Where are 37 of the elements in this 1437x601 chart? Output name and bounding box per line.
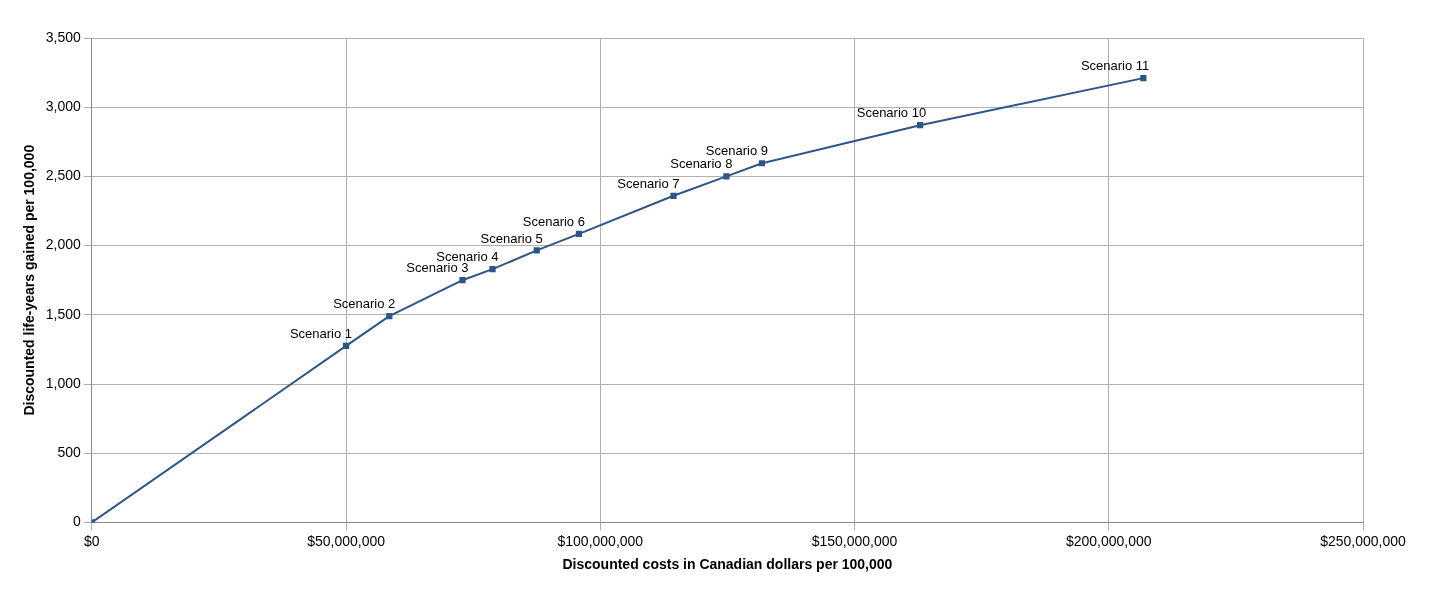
y-tick-label: 3,500 xyxy=(45,28,82,45)
y-tick-label: 1,500 xyxy=(45,305,82,322)
point xyxy=(489,266,496,273)
point xyxy=(723,173,730,180)
y-tick-label: 2,000 xyxy=(45,236,82,253)
annotation: Scenario 3 xyxy=(406,260,469,276)
annotation: Scenario 8 xyxy=(670,156,733,172)
y-tick-label: 1,000 xyxy=(45,374,82,391)
annotation: Scenario 5 xyxy=(480,230,543,246)
annotation: Scenario 10 xyxy=(856,105,927,121)
annotation: Scenario 11 xyxy=(1080,58,1150,74)
y-tick-label: 2,500 xyxy=(45,167,82,184)
x-tick-label: $200,000,000 xyxy=(1065,532,1152,549)
point xyxy=(670,192,677,199)
point xyxy=(533,247,540,254)
x-axis-title: Discounted costs in Canadian dollars per 100,000 xyxy=(562,556,893,573)
x-tick-label: $50,000,000 xyxy=(307,532,386,549)
point xyxy=(758,160,766,167)
y-tick-label: 500 xyxy=(57,444,82,461)
annotation: Scenario 2 xyxy=(333,296,396,312)
x-tick-label: $150,000,000 xyxy=(811,532,898,549)
annotation: Scenario 7 xyxy=(617,175,680,191)
point xyxy=(459,277,466,284)
y-tick-label: 0 xyxy=(73,513,82,530)
annotation: Scenario 1 xyxy=(289,326,353,342)
x-tick-label: $0 xyxy=(84,532,100,549)
x-tick-label: $250,000,000 xyxy=(1320,532,1407,549)
point xyxy=(1140,75,1147,82)
y-axis-title: Discounted life-years gained per 100,000 xyxy=(21,144,38,416)
point xyxy=(342,342,350,350)
annotation: Scenario 9 xyxy=(705,143,768,159)
point xyxy=(917,122,924,129)
point xyxy=(575,230,583,237)
annotation: Scenario 6 xyxy=(522,213,585,229)
x-tick-label: $100,000,000 xyxy=(557,532,644,549)
y-tick-label: 3,000 xyxy=(45,98,82,115)
point xyxy=(386,313,393,320)
